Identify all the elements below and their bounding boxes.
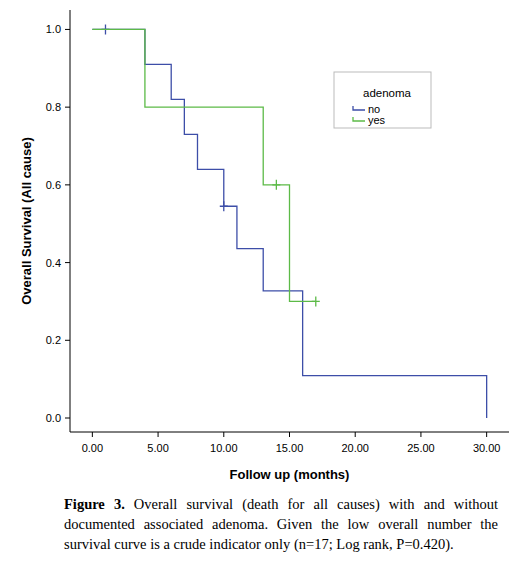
survival-curve	[92, 29, 315, 301]
censor-mark	[312, 296, 320, 306]
legend-swatch	[353, 117, 365, 121]
survival-curve	[92, 29, 486, 418]
y-tick-label: 0.6	[46, 179, 61, 191]
y-tick	[65, 184, 70, 185]
y-tick-label: 0.4	[46, 257, 61, 269]
x-tick	[158, 432, 159, 437]
x-tick	[486, 432, 487, 437]
y-tick-label: 0.2	[46, 334, 61, 346]
y-tick	[65, 29, 70, 30]
x-tick	[420, 432, 421, 437]
y-tick-label: 0.8	[46, 101, 61, 113]
x-tick	[289, 432, 290, 437]
x-axis-label: Follow up (months)	[230, 467, 350, 482]
chart: 0.0 0.2 0.4 0.6 0.8 1.0 0.00 5.00 10.00 15.00 20.0…	[0, 0, 522, 568]
x-tick	[223, 432, 224, 437]
censor-mark	[272, 180, 280, 190]
y-tick	[65, 262, 70, 263]
y-tick-label: 1.0	[46, 23, 61, 35]
x-tick-label: 5.00	[147, 442, 168, 454]
x-tick-label: 0.00	[82, 442, 103, 454]
caption: Figure 3. Overall survival (death for al…	[64, 494, 498, 554]
legend-box	[334, 72, 431, 128]
x-tick-label: 10.00	[210, 442, 238, 454]
x-tick-label: 15.00	[276, 442, 304, 454]
x-tick	[92, 432, 93, 437]
legend-label: yes	[368, 114, 386, 126]
legend-swatch	[353, 106, 365, 110]
y-axis-label: Overall Survival (All cause)	[19, 137, 34, 305]
y-axis	[70, 10, 71, 432]
y-tick-label: 0.0	[46, 412, 61, 424]
x-tick-label: 25.00	[407, 442, 435, 454]
x-tick-label: 20.00	[341, 442, 369, 454]
legend: adenomanoyes	[334, 72, 431, 128]
x-tick	[355, 432, 356, 437]
y-tick	[65, 418, 70, 419]
caption-label: Figure 3.	[64, 496, 125, 512]
plot-area	[92, 24, 486, 418]
y-tick	[65, 340, 70, 341]
caption-text: Overall survival (death for all causes) …	[64, 496, 498, 552]
y-tick	[65, 107, 70, 108]
legend-title: adenoma	[363, 87, 412, 99]
censor-mark	[220, 201, 228, 211]
x-tick-label: 30.00	[473, 442, 501, 454]
